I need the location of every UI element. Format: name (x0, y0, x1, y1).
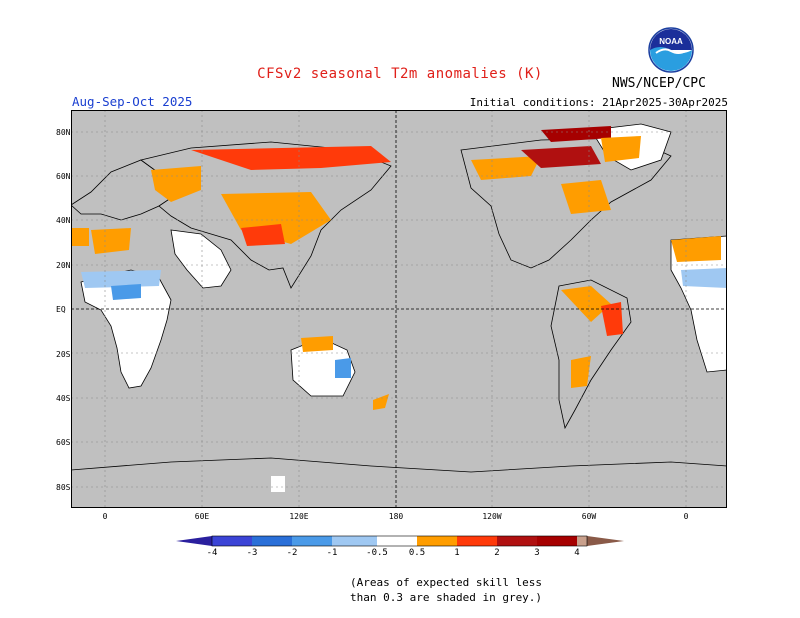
anomaly-patches (71, 126, 727, 492)
lat-label-40n: 40N (56, 216, 71, 225)
footnote-line-2: than 0.3 are shaded in grey.) (350, 591, 543, 604)
initial-conditions: Initial conditions: 21Apr2025-30Apr2025 (469, 96, 728, 109)
agency-label: NWS/NCEP/CPC (612, 76, 706, 91)
colorbar-label-neg05: -0.5 (366, 548, 388, 558)
lon-label-180: 180 (388, 512, 404, 521)
lat-label-eq: EQ (56, 305, 66, 314)
colorbar-label-neg1: -1 (326, 548, 338, 558)
lon-label-60w: 60W (581, 512, 597, 521)
colorbar-label-pos2: 2 (494, 548, 500, 558)
colorbar-label-neg2: -2 (286, 548, 298, 558)
lon-label-60e: 60E (194, 512, 210, 521)
lon-label-120e: 120E (289, 512, 309, 521)
skill-footnote: (Areas of expected skill less than 0.3 a… (350, 575, 542, 605)
map-border (71, 110, 727, 508)
anomaly-map (70, 110, 728, 509)
colorbar-label-pos05: 0.5 (408, 548, 426, 558)
map-title: CFSv2 seasonal T2m anomalies (K) (257, 66, 543, 82)
lon-label-0: 0 (102, 512, 108, 521)
colorbar (0, 530, 800, 570)
logo-text: NOAA (659, 37, 683, 46)
lat-label-20n: 20N (56, 261, 71, 270)
lon-label-120w: 120W (482, 512, 502, 521)
lat-label-80s: 80S (56, 483, 71, 492)
colorbar-label-neg3: -3 (246, 548, 258, 558)
lat-label-80n: 80N (56, 128, 71, 137)
lat-label-60n: 60N (56, 172, 71, 181)
colorbar-label-pos3: 3 (534, 548, 540, 558)
lat-label-40s: 40S (56, 394, 71, 403)
season-label: Aug-Sep-Oct 2025 (72, 94, 193, 109)
colorbar-label-pos4: 4 (574, 548, 580, 558)
footnote-line-1: (Areas of expected skill less (350, 576, 543, 589)
lat-label-60s: 60S (56, 438, 71, 447)
lat-label-20s: 20S (56, 350, 71, 359)
noaa-logo: NOAA (648, 27, 694, 77)
colorbar-label-pos1: 1 (454, 548, 460, 558)
lon-label-0-east: 0 (683, 512, 689, 521)
colorbar-label-neg4: -4 (206, 548, 218, 558)
graticule (71, 110, 727, 508)
